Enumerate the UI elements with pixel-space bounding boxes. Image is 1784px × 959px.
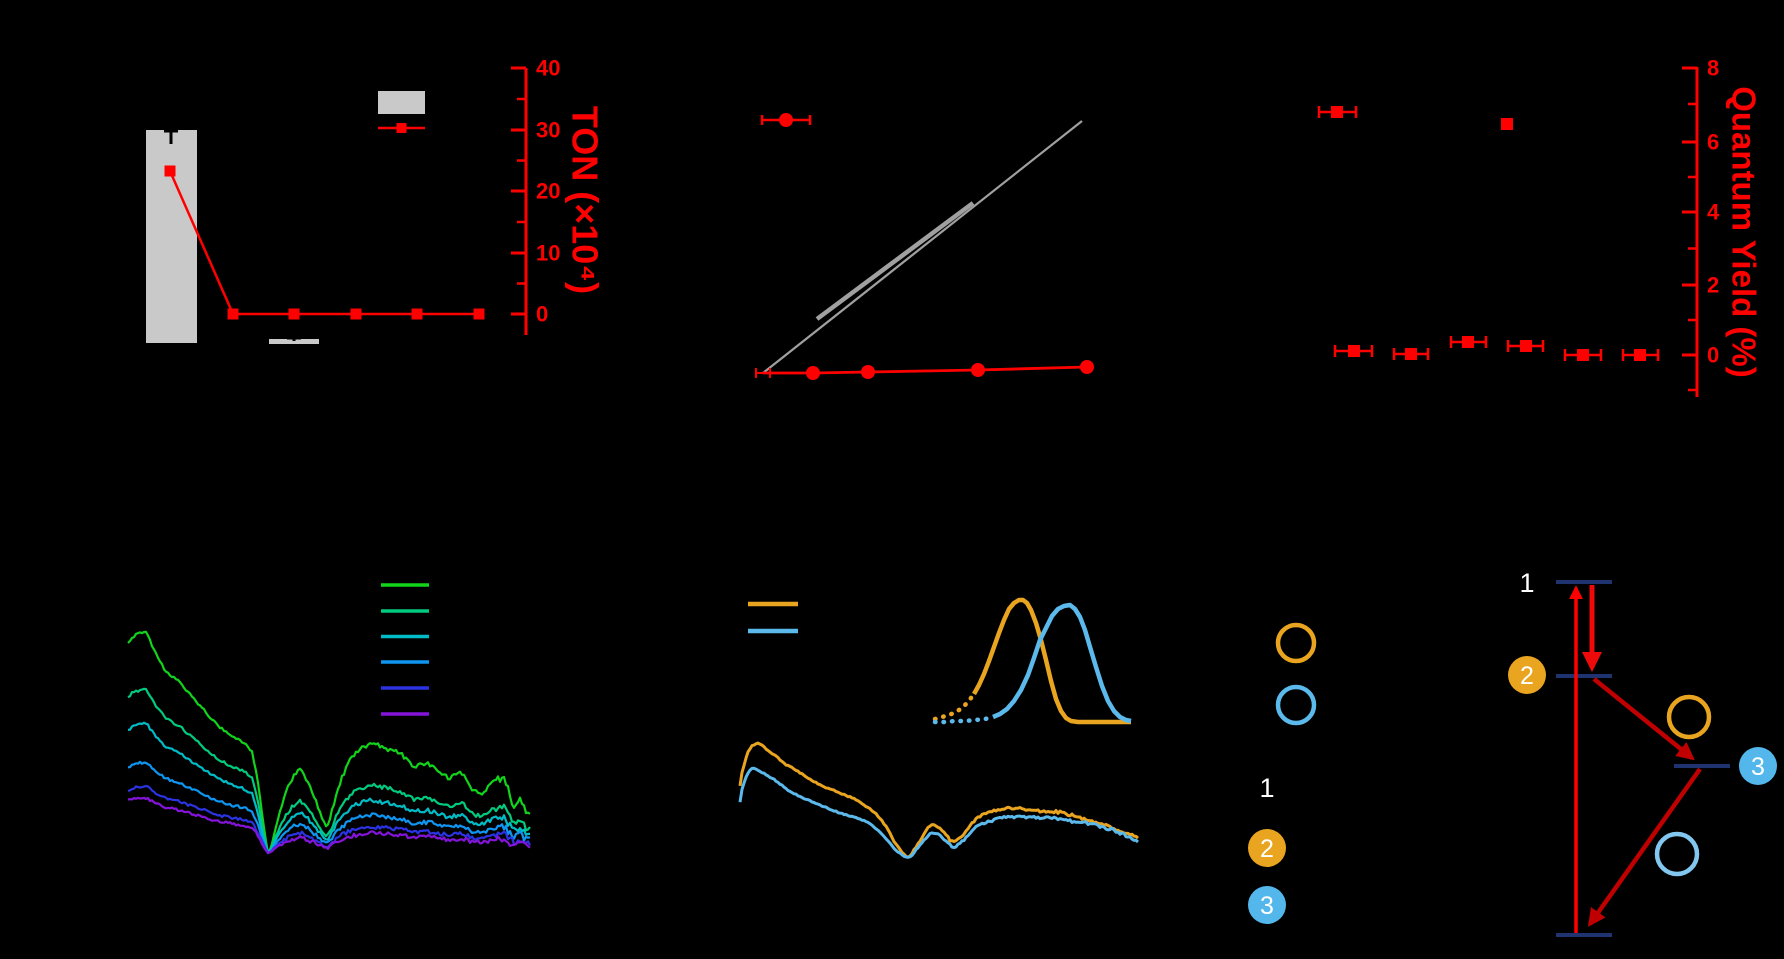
gray-reference-line-thick [815, 201, 975, 321]
inset-orange-peak-dotted [932, 691, 977, 722]
transition-arrow-2 [1592, 677, 1695, 761]
tick-label: 0 [1707, 343, 1719, 368]
tick-label: 30 [536, 118, 560, 143]
panel-a-ton-chart: 40 30 20 10 0 TON (×10⁴) [146, 56, 606, 344]
main-blue-curve [738, 766, 1139, 859]
qy-point-4 [1501, 118, 1513, 130]
tick-label: 2 [1707, 273, 1719, 298]
ton-marker-3 [350, 308, 362, 320]
tick-label: 8 [1707, 56, 1719, 81]
legend-bar-swatch [378, 91, 425, 114]
ton-marker-5 [473, 308, 485, 320]
ton-marker-1 [227, 308, 239, 320]
spectrum-curve-5 [127, 796, 531, 854]
inset-blue-peak-dotted [932, 714, 996, 725]
tick-label: 0 [536, 302, 548, 327]
ton-line [168, 170, 479, 316]
transition-arrow-3 [1587, 767, 1702, 927]
qy-point-2 [1405, 348, 1417, 360]
red-series-point-1 [861, 365, 875, 379]
tick-label: 6 [1707, 130, 1719, 155]
species-open-circle-1 [1654, 831, 1700, 877]
species-filled-circle-2 [1248, 829, 1286, 867]
tick-label: 10 [536, 241, 560, 266]
species-number-label: 2 [1260, 835, 1274, 863]
species-number-label: 3 [1260, 892, 1274, 920]
tick-label: 20 [536, 179, 560, 204]
spectrum-curve-0 [127, 630, 531, 854]
bar-0 [146, 130, 197, 343]
state-label: 1 [1519, 568, 1534, 598]
qy-point-0 [1331, 106, 1343, 118]
spectrum-curve-2 [127, 721, 530, 855]
panel-c-quantum-yield: 8 6 4 2 0 Quantum Yield (%) [1317, 56, 1763, 397]
state-label: 1 [1259, 773, 1274, 803]
qy-point-1 [1348, 345, 1360, 357]
gray-reference-line [762, 120, 1083, 374]
species-open-circle-0 [1666, 694, 1712, 740]
tick-label: 4 [1707, 200, 1720, 225]
spectrum-curve-3 [127, 760, 531, 854]
qy-point-5 [1520, 340, 1532, 352]
main-orange-curve [738, 741, 1139, 859]
ton-marker-4 [411, 308, 423, 320]
red-series-point-3 [1080, 360, 1094, 374]
ton-marker-0 [164, 165, 176, 177]
inset-orange-peak [972, 597, 1131, 725]
panel-d-spectra [127, 583, 531, 855]
species-number-label: 3 [1751, 753, 1765, 781]
bar-1 [269, 339, 319, 344]
species-filled-circle-1 [1739, 747, 1777, 785]
isolated-point [779, 113, 793, 127]
panel-f-energy-diagram: 2 3 2 3 1 1 [1248, 568, 1777, 937]
inset-blue-peak [992, 602, 1132, 724]
red-series-point-2 [971, 363, 985, 377]
red-series-point-0 [806, 366, 820, 380]
species-open-circle-2 [1275, 622, 1317, 664]
axis-title: TON (×10⁴) [565, 106, 606, 294]
species-open-circle-3 [1275, 684, 1317, 726]
ton-marker-2 [288, 308, 300, 320]
species-filled-circle-0 [1508, 656, 1546, 694]
qy-point-3 [1462, 336, 1474, 348]
legend-line-marker [396, 123, 407, 133]
panel-b-scatter [755, 113, 1094, 380]
panel-e-spectra [738, 597, 1139, 859]
species-filled-circle-3 [1248, 886, 1286, 924]
qy-point-7 [1634, 349, 1646, 361]
qy-point-6 [1577, 349, 1589, 361]
tick-label: 40 [536, 56, 560, 81]
spectrum-curve-1 [127, 687, 531, 854]
species-number-label: 2 [1520, 662, 1534, 690]
axis-title: Quantum Yield (%) [1726, 86, 1763, 378]
